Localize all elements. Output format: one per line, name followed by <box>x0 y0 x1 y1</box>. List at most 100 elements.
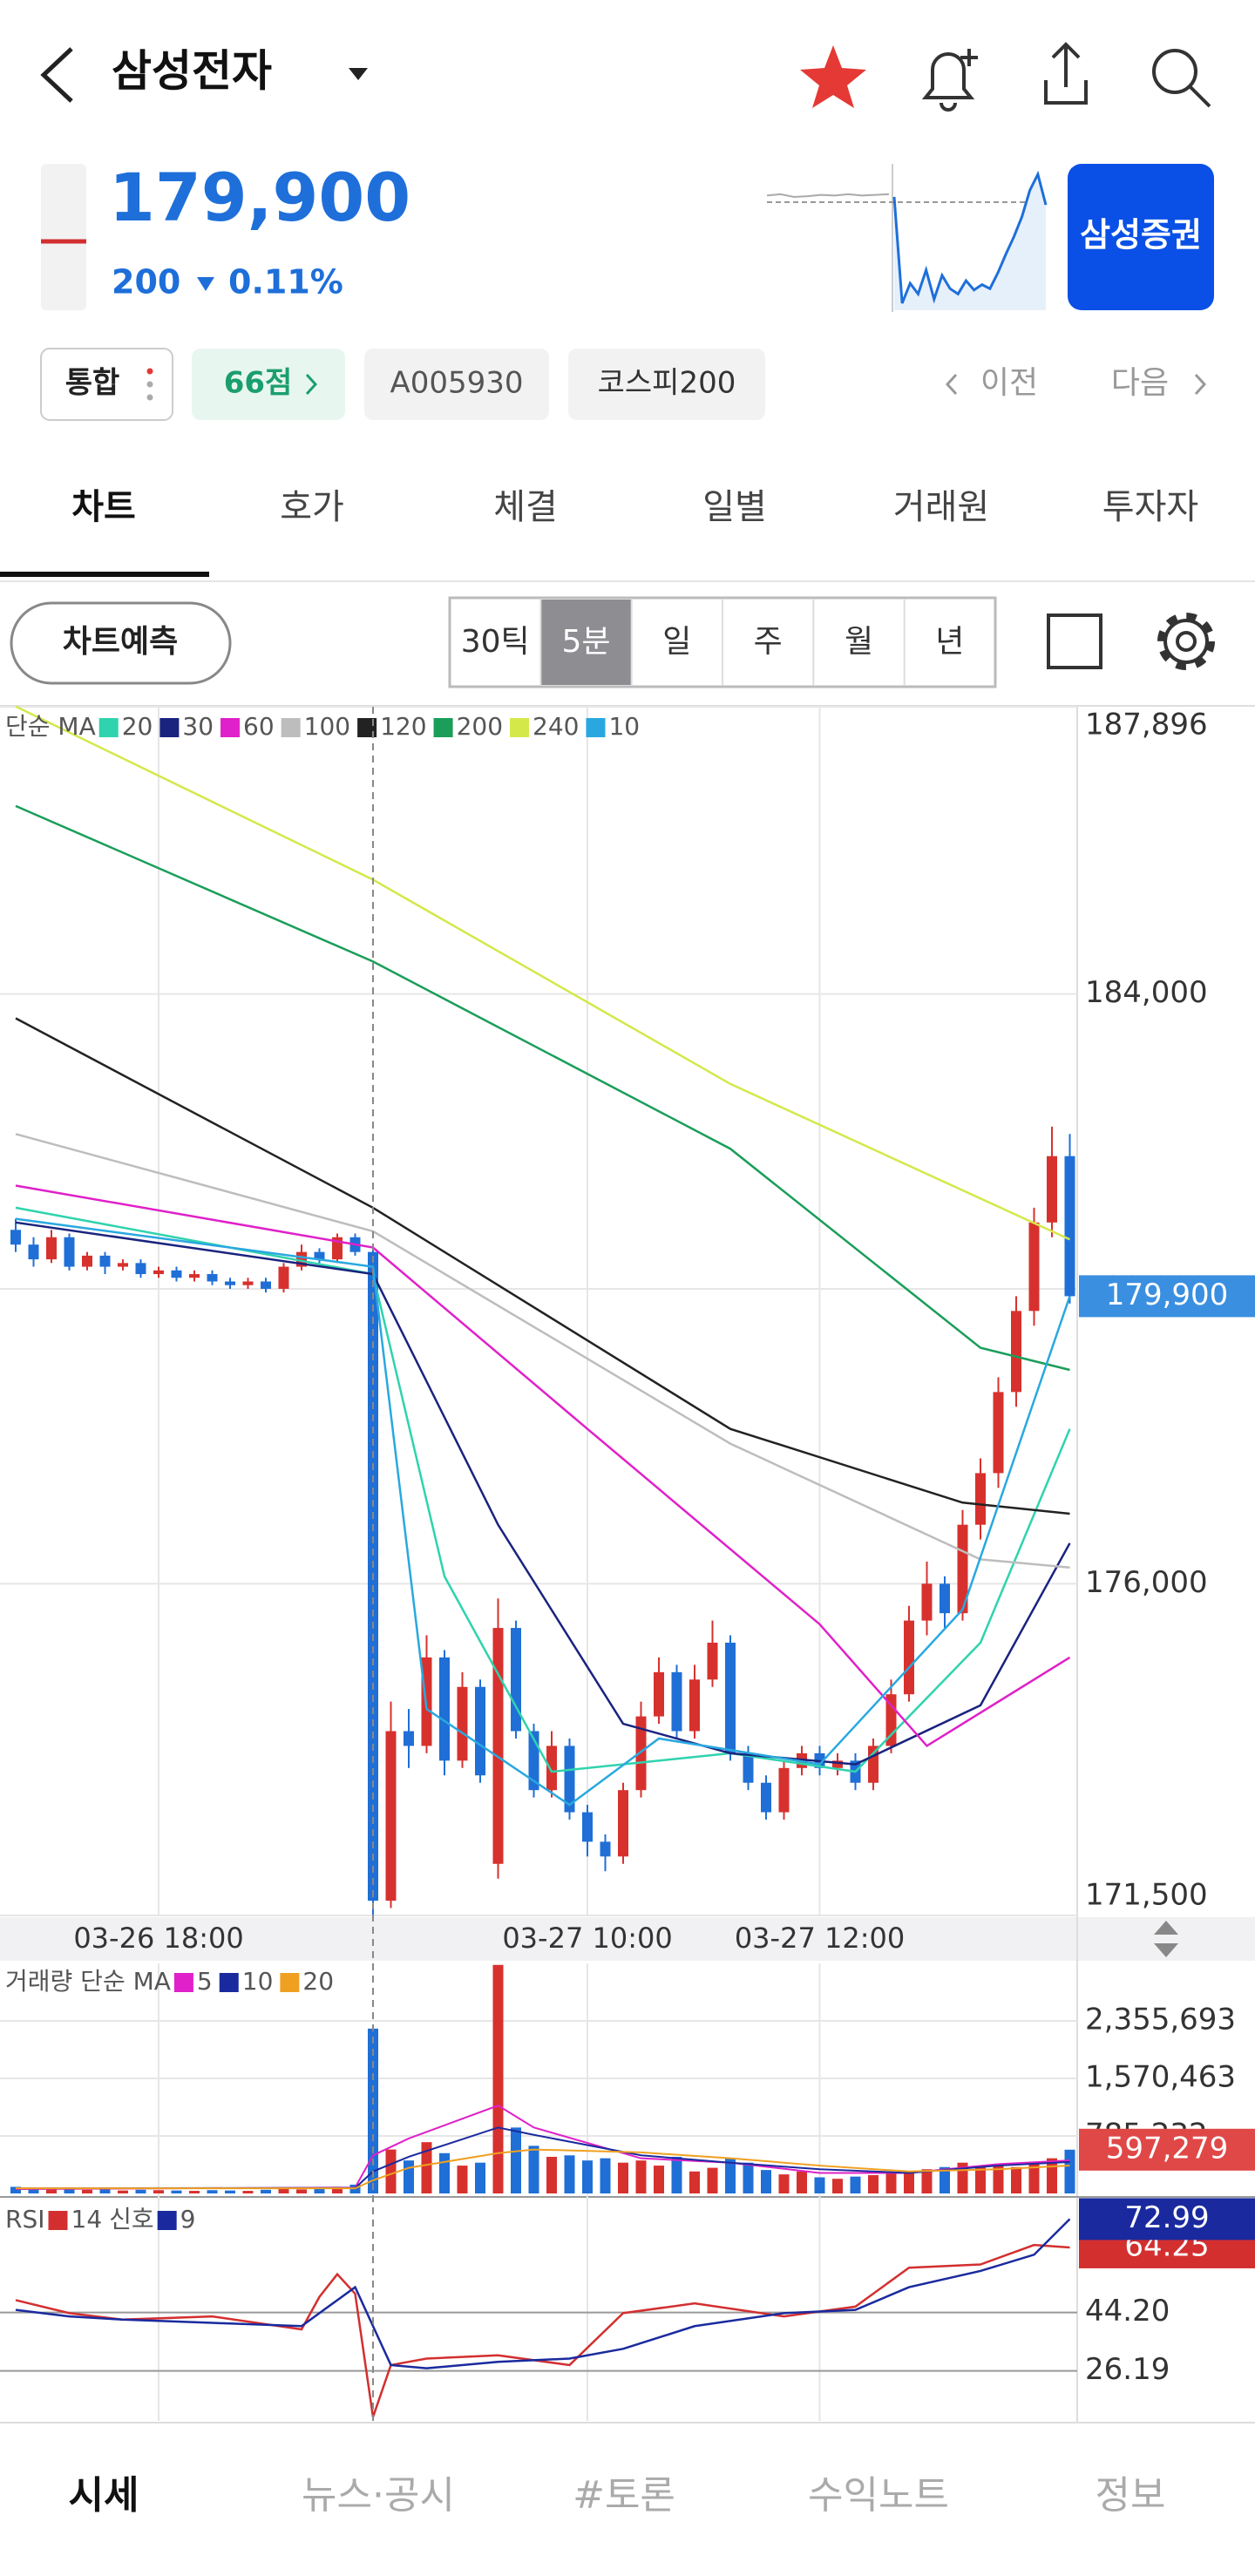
prev-chevron[interactable] <box>945 373 958 396</box>
tag-code-label: A005930 <box>390 366 523 401</box>
tag-index[interactable] <box>568 349 765 420</box>
tag-integrated[interactable] <box>40 348 173 421</box>
ma-line <box>15 1133 1070 1569</box>
candle-body <box>278 1266 289 1289</box>
volume-bar <box>278 2188 289 2193</box>
volume-bar <box>171 2190 182 2193</box>
legend-swatch <box>281 718 301 737</box>
tab[interactable]: 일별 <box>702 487 767 527</box>
x-tick-label: 03-26 18:00 <box>73 1922 243 1955</box>
candle-body <box>1011 1311 1021 1393</box>
value-badge-label: 72.99 <box>1124 2200 1209 2235</box>
broker-button[interactable] <box>1068 164 1214 310</box>
alarm-icon[interactable] <box>921 49 978 112</box>
candle-body <box>546 1746 557 1791</box>
tag-dot <box>146 368 153 375</box>
period-option[interactable]: 일 <box>662 624 691 660</box>
volume-bar <box>904 2171 914 2193</box>
next-label[interactable]: 다음 <box>1111 365 1169 401</box>
resize-down[interactable] <box>1154 1943 1178 1957</box>
legend-label: 14 <box>71 2205 103 2234</box>
tag-integrated-label[interactable]: 통합 <box>65 366 120 401</box>
period-option[interactable]: 5분 <box>561 624 610 660</box>
nav-item[interactable]: 수익노트 <box>808 2473 949 2518</box>
volume-bar <box>332 2186 343 2193</box>
volume-bar <box>225 2190 235 2193</box>
volume-bar <box>10 2186 21 2193</box>
broker-button-label[interactable]: 삼성증권 <box>1080 216 1202 254</box>
ma-line <box>15 705 1071 1241</box>
volume-bar <box>492 1964 504 2193</box>
dropdown-icon[interactable] <box>349 68 368 80</box>
predict-label[interactable]: 차트예측 <box>63 624 178 660</box>
search-handle <box>1189 85 1211 108</box>
sparkline-today <box>892 170 1048 304</box>
volume-bar <box>1011 2166 1021 2193</box>
tab-indicator <box>0 572 209 577</box>
candle-body <box>46 1237 57 1260</box>
candle-body <box>385 1731 397 1901</box>
tab[interactable]: 거래원 <box>893 487 989 527</box>
legend-label: 신호 <box>109 2205 154 2234</box>
search-lens <box>1152 49 1197 94</box>
share-arrow <box>1051 42 1081 87</box>
period-option[interactable]: 월 <box>845 624 873 660</box>
tab[interactable]: 체결 <box>493 487 558 527</box>
volume-bar <box>261 2189 271 2193</box>
volume-bar <box>511 2127 521 2193</box>
share-icon[interactable] <box>1044 42 1088 105</box>
legend-swatch <box>48 2211 68 2230</box>
resize-up[interactable] <box>1154 1921 1178 1935</box>
volume-bar <box>242 2191 254 2193</box>
volume-bar <box>46 2188 57 2193</box>
ma-line <box>15 1217 1071 1807</box>
nav-item[interactable]: 시세 <box>69 2473 139 2518</box>
tag-index-label[interactable]: 코스피200 <box>598 366 736 401</box>
back-button[interactable] <box>40 47 73 103</box>
search-icon[interactable] <box>1152 49 1211 108</box>
candle-body <box>707 1643 718 1680</box>
volume-bar <box>528 2146 539 2193</box>
tab[interactable]: 투자자 <box>1102 487 1198 527</box>
nav-item[interactable]: 정보 <box>1096 2473 1166 2518</box>
tab[interactable]: 호가 <box>280 487 344 527</box>
bell-plus <box>960 49 978 66</box>
volume-bar <box>600 2158 611 2193</box>
period-option[interactable]: 30틱 <box>461 624 530 660</box>
tag-score-label[interactable]: 66점 <box>224 366 293 401</box>
y-tick-label: 171,500 <box>1085 1878 1208 1913</box>
nav-item[interactable]: 뉴스·공시 <box>302 2473 455 2518</box>
candle-body <box>832 1760 843 1768</box>
x-tick-label: 03-27 10:00 <box>502 1922 672 1955</box>
volume-bar <box>635 2160 647 2193</box>
settings-button[interactable] <box>1157 613 1215 670</box>
chevron <box>305 373 318 396</box>
bell-body <box>921 52 975 99</box>
value-badge-label: 597,279 <box>1106 2131 1229 2166</box>
volume-bar <box>153 2190 164 2193</box>
candle-body <box>1064 1156 1075 1297</box>
next-chevron[interactable] <box>1194 373 1207 396</box>
tab[interactable]: 차트 <box>71 487 136 527</box>
layout-button[interactable] <box>1047 613 1102 669</box>
volume-bar <box>475 2162 485 2193</box>
tag-score[interactable] <box>192 349 345 420</box>
candle-body <box>940 1583 950 1614</box>
nav-item[interactable]: #토론 <box>573 2473 675 2518</box>
predict-button[interactable] <box>10 601 232 685</box>
candle-body <box>99 1255 111 1267</box>
ma-line <box>15 2218 1071 2369</box>
favorite-icon[interactable] <box>800 45 866 108</box>
ma-line <box>15 804 1070 1372</box>
ma-line <box>15 1017 1070 1515</box>
stock-name[interactable]: 삼성전자 <box>112 46 272 97</box>
prev-label[interactable]: 이전 <box>980 365 1038 401</box>
candle-body <box>439 1657 450 1761</box>
ma-line <box>15 1206 1071 1773</box>
period-option[interactable]: 년 <box>935 624 964 660</box>
volume-bar <box>868 2174 878 2193</box>
period-option[interactable]: 주 <box>754 624 783 660</box>
volume-bar <box>707 2167 718 2193</box>
candle-body <box>153 1270 164 1275</box>
